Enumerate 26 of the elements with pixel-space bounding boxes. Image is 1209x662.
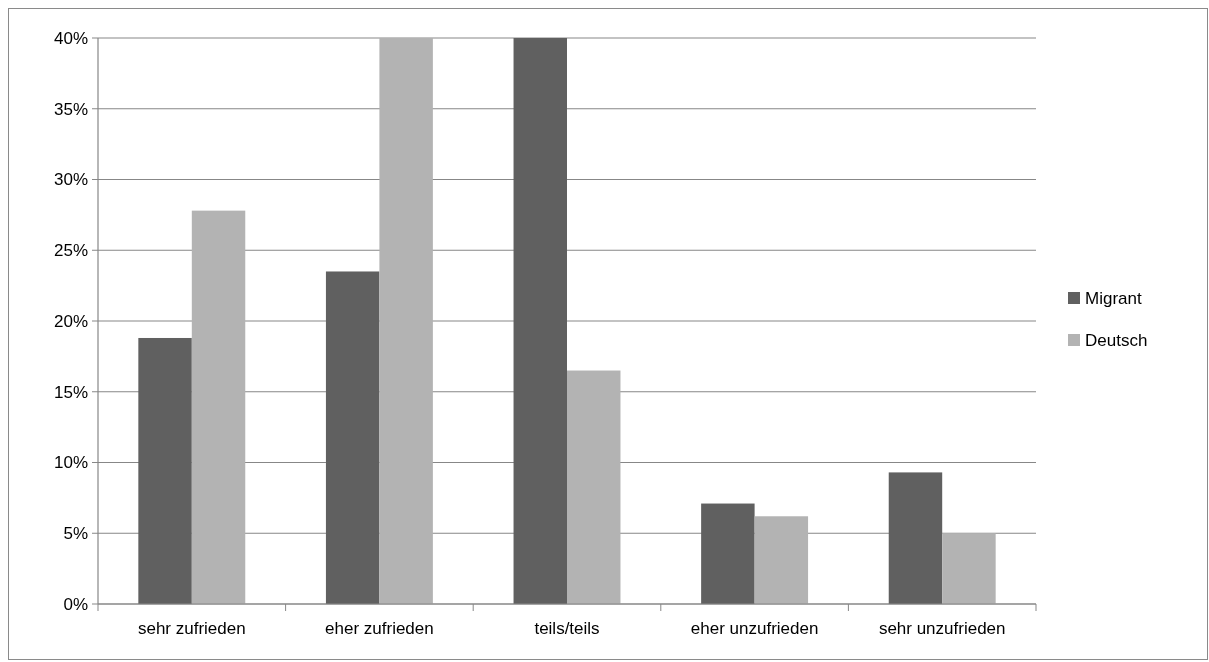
bar [888, 472, 943, 604]
x-tick-label: teils/teils [534, 619, 600, 638]
y-tick-label: 0% [63, 594, 88, 614]
x-tick-label: eher zufrieden [325, 619, 434, 638]
bar [138, 337, 192, 604]
x-tick-label: eher unzufrieden [690, 619, 819, 638]
legend-label: Deutsch [1085, 330, 1148, 350]
bar [942, 533, 996, 604]
y-tick-label: 30% [53, 170, 88, 190]
bar [513, 38, 567, 604]
bar [325, 271, 380, 604]
bar [754, 516, 809, 604]
x-tick-label: sehr unzufrieden [878, 619, 1006, 638]
y-tick-label: 5% [63, 524, 88, 544]
x-tick-label: sehr zufrieden [137, 619, 246, 638]
bar [379, 38, 433, 604]
bar [701, 503, 755, 604]
bar [191, 210, 246, 604]
y-tick-label: 10% [53, 453, 88, 473]
bar [567, 370, 621, 604]
y-tick-label: 35% [53, 99, 88, 119]
y-tick-label: 15% [53, 382, 88, 402]
y-tick-label: 40% [53, 28, 88, 48]
legend-label: Migrant [1085, 288, 1142, 308]
y-tick-label: 20% [53, 311, 88, 331]
y-tick-label: 25% [53, 241, 88, 261]
